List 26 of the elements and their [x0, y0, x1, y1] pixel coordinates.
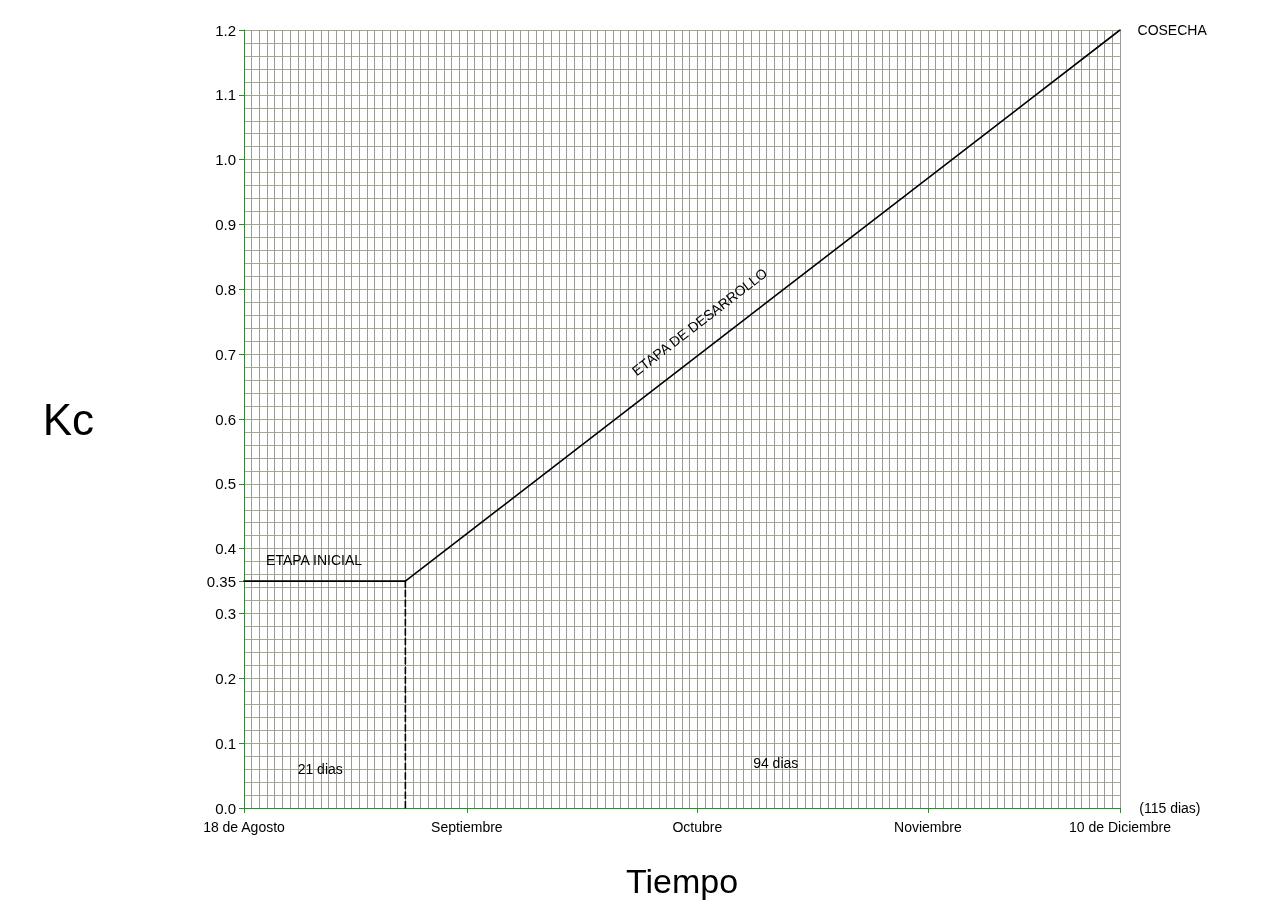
annotation: 94 dias: [753, 754, 799, 771]
y-tick-label: 0.2: [215, 669, 236, 687]
text: (115 dias): [1139, 800, 1201, 816]
y-tick-label: 1.2: [215, 21, 236, 39]
y-tick-label: 0.3: [215, 605, 236, 622]
y-tick-label: 0.0: [215, 799, 236, 817]
text: COSECHA: [1137, 22, 1208, 38]
y-axis-title: Kc: [42, 394, 94, 444]
y-tick-label: 0.7: [215, 345, 236, 363]
x-tick-label: Noviembre: [894, 819, 962, 835]
y-tick-label: 0.35: [206, 572, 236, 590]
y-tick-label: 0.9: [215, 216, 236, 233]
y-tick-label: 0.8: [215, 280, 236, 298]
y-tick-label: 1.0: [215, 151, 236, 169]
x-tick-label: Septiembre: [431, 819, 503, 835]
y-tick-label: 0.6: [215, 410, 236, 428]
y-tick-label: 0.5: [215, 475, 236, 493]
y-tick-label: 0.1: [215, 734, 236, 752]
annotation: ETAPA INICIAL: [266, 551, 363, 568]
y-tick-label: 0.4: [215, 540, 236, 558]
x-tick-label: 18 de Agosto: [203, 819, 286, 835]
y-tick-label: 1.1: [215, 86, 236, 104]
x-axis-title: Tiempo: [625, 862, 739, 900]
annotation: 21 dias: [297, 761, 343, 778]
x-tick-label: Octubre: [672, 819, 723, 835]
x-tick-label: 10 de Diciembre: [1069, 819, 1172, 835]
